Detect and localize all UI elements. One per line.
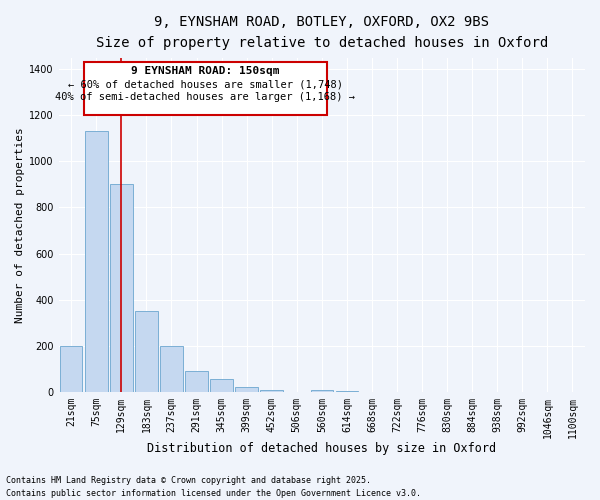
Bar — [135, 311, 158, 392]
Bar — [311, 390, 333, 392]
Bar — [110, 184, 133, 392]
X-axis label: Distribution of detached houses by size in Oxford: Distribution of detached houses by size … — [147, 442, 496, 455]
Text: Contains public sector information licensed under the Open Government Licence v3: Contains public sector information licen… — [6, 488, 421, 498]
Text: ← 60% of detached houses are smaller (1,748): ← 60% of detached houses are smaller (1,… — [68, 80, 343, 90]
Y-axis label: Number of detached properties: Number of detached properties — [15, 127, 25, 322]
Bar — [85, 132, 107, 392]
Title: 9, EYNSHAM ROAD, BOTLEY, OXFORD, OX2 9BS
Size of property relative to detached h: 9, EYNSHAM ROAD, BOTLEY, OXFORD, OX2 9BS… — [96, 15, 548, 50]
FancyBboxPatch shape — [84, 62, 327, 116]
Text: Contains HM Land Registry data © Crown copyright and database right 2025.: Contains HM Land Registry data © Crown c… — [6, 476, 371, 485]
Text: 9 EYNSHAM ROAD: 150sqm: 9 EYNSHAM ROAD: 150sqm — [131, 66, 280, 76]
Bar — [160, 346, 183, 392]
Text: 40% of semi-detached houses are larger (1,168) →: 40% of semi-detached houses are larger (… — [55, 92, 355, 102]
Bar — [185, 371, 208, 392]
Bar — [210, 379, 233, 392]
Bar — [260, 390, 283, 392]
Bar — [335, 390, 358, 392]
Bar — [235, 387, 258, 392]
Bar — [60, 346, 82, 392]
